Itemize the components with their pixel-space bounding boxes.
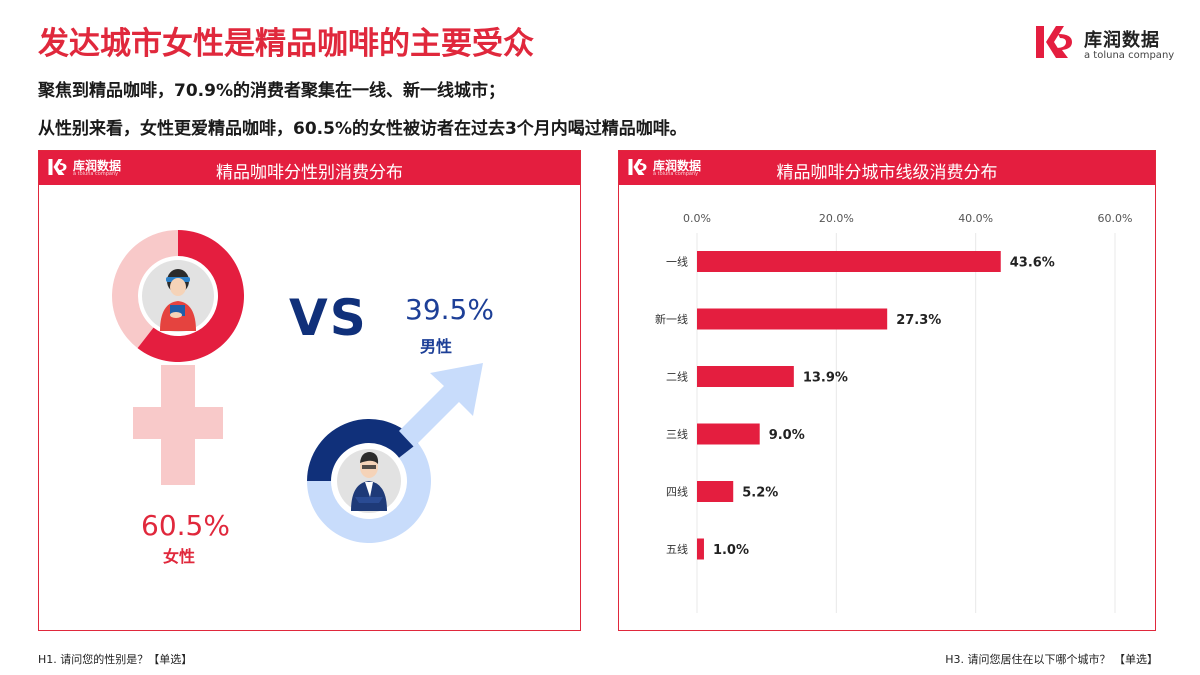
logo-name: 库润数据 [1084,30,1160,51]
panel-logo: 库润数据 a toluna company [47,157,137,179]
male-ring-rest [307,442,431,543]
city-tier-panel: 库润数据 a toluna company 精品咖啡分城市线级消费分布 0.0%… [618,150,1156,631]
bar [697,423,760,445]
bar [697,366,794,387]
gender-panel: 库润数据 a toluna company 精品咖啡分性别消费分布 [38,150,581,631]
female-ring-share [137,230,244,362]
summary-line-1: 聚焦到精品咖啡，70.9%的消费者聚集在一线、新一线城市； [38,81,505,101]
gender-panel-title: 精品咖啡分性别消费分布 [216,163,403,183]
x-tick-label: 60.0% [1098,212,1133,225]
category-label: 三线 [666,427,688,441]
male-ring [307,419,431,543]
footnote-city-question: H3. 请问您居住在以下哪个城市？ 【单选】 [945,653,1158,666]
bar-value-label: 27.3% [896,313,941,328]
bar [697,308,888,330]
summary-line-2: 从性别来看，女性更爱精品咖啡，60.5%的女性被访者在过去3个月内喝过精品咖啡。 [38,119,687,139]
vs-label: VS [289,289,368,347]
female-symbol-crossbar [133,407,223,439]
male-ring-share [307,419,418,481]
city-tier-bar-chart: 0.0% 20.0% 40.0% 60.0% 一线 43.6% 新一线 27.3% 二线 13.9… [655,212,1133,613]
bar-value-label: 9.0% [769,428,805,443]
female-avatar-icon [160,269,196,331]
x-tick-label: 40.0% [958,212,993,225]
bar [697,481,734,502]
bar-value-label: 1.0% [713,543,749,558]
gender-chart [112,230,483,543]
kr-logo-icon [628,159,647,175]
male-label: 男性 [420,337,453,356]
male-percentage: 39.5% [405,293,494,326]
bar-value-label: 13.9% [803,371,848,386]
category-label: 二线 [666,370,688,384]
panel-logo-subtitle: a toluna company [653,171,699,177]
panel-logo-subtitle: a toluna company [73,171,119,177]
panel-logo-name: 库润数据 [73,159,122,173]
female-label: 女性 [163,547,196,566]
brand-logo: 库润数据 a toluna company [1034,22,1184,66]
category-label: 四线 [666,485,688,499]
page-title: 发达城市女性是精品咖啡的主要受众 [38,26,534,62]
kr-logo-icon [1036,26,1072,58]
bar-value-label: 5.2% [742,486,778,501]
panel-logo: 库润数据 a toluna company [627,157,717,179]
category-label: 新一线 [655,312,688,326]
bar-value-label: 43.6% [1010,256,1055,271]
kr-logo-icon [48,159,67,175]
footnote-gender-question: H1. 请问您的性别是？【单选】 [38,653,193,666]
city-panel-header: 库润数据 a toluna company 精品咖啡分城市线级消费分布 [619,151,1155,185]
category-label: 一线 [666,255,688,269]
logo-subtitle: a toluna company [1084,50,1175,61]
female-ring [112,230,244,362]
x-tick-label: 0.0% [683,212,711,225]
male-symbol-arrow [399,363,483,447]
female-percentage: 60.5% [141,509,230,542]
gender-panel-header: 库润数据 a toluna company 精品咖啡分性别消费分布 [39,151,580,185]
bar [697,251,1001,272]
x-tick-label: 20.0% [819,212,854,225]
category-label: 五线 [666,542,688,556]
city-panel-title: 精品咖啡分城市线级消费分布 [776,163,998,183]
bar [697,538,704,560]
panel-logo-name: 库润数据 [653,159,702,173]
female-ring-rest [112,230,178,349]
male-avatar-icon [351,452,387,511]
